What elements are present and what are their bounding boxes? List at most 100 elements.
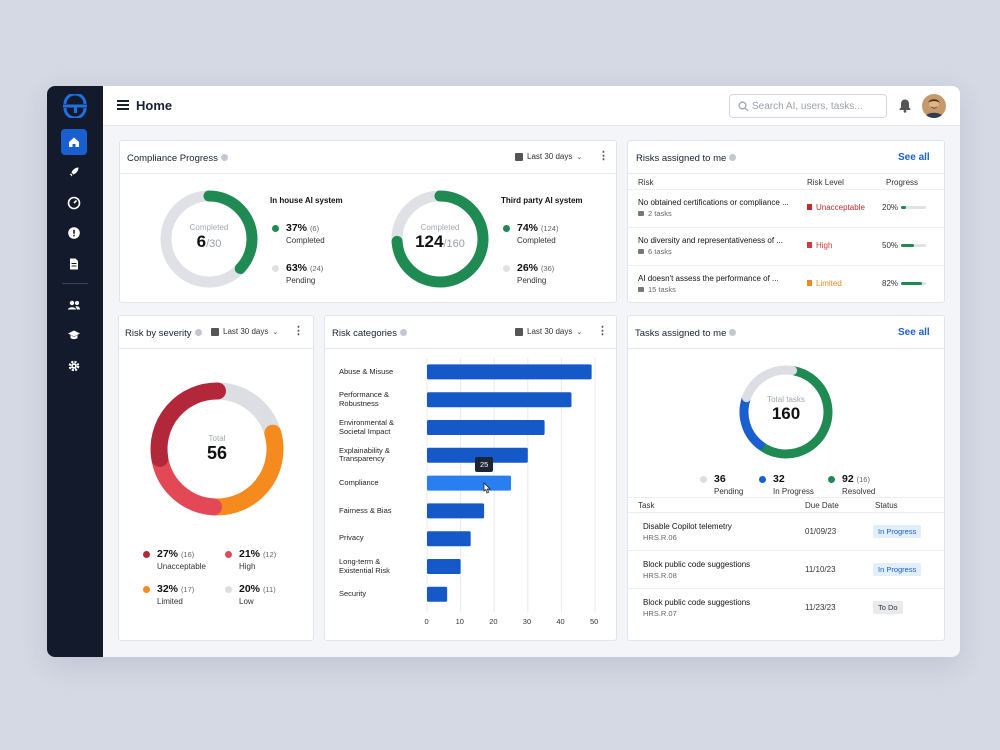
- flag-icon: [807, 280, 812, 286]
- info-icon[interactable]: [220, 154, 228, 161]
- progress-value: 20%: [882, 203, 899, 212]
- risk-level: Limited: [807, 279, 842, 288]
- risk-level: High: [807, 241, 832, 250]
- compliance-donut-thirdparty: [391, 190, 489, 288]
- donut-center: Completed 124/160: [415, 223, 465, 251]
- card-divider: [628, 348, 944, 349]
- more-options-icon[interactable]: ⋮: [598, 150, 609, 162]
- donut-segment-high[interactable]: [151, 452, 222, 516]
- date-range-dropdown[interactable]: Last 30 days ⌄: [515, 327, 582, 336]
- avatar[interactable]: [922, 94, 946, 118]
- more-options-icon[interactable]: ⋮: [597, 325, 608, 337]
- task-count: 6 tasks: [638, 247, 672, 256]
- bar[interactable]: [427, 531, 471, 547]
- alert-icon: [68, 227, 80, 239]
- info-icon[interactable]: [729, 154, 737, 161]
- info-icon[interactable]: [194, 329, 202, 336]
- sidebar-item-home[interactable]: [61, 129, 87, 155]
- bar-tooltip: 25: [475, 456, 494, 472]
- sidebar-item-dashboard[interactable]: [61, 190, 87, 216]
- column-header[interactable]: Due Date: [805, 501, 839, 510]
- menu-icon[interactable]: [117, 100, 129, 110]
- column-header[interactable]: Risk: [638, 178, 654, 187]
- see-all-tasks-link[interactable]: See all: [898, 327, 930, 338]
- donut-segment-in-progress[interactable]: [739, 394, 765, 450]
- x-tick-label: 20: [489, 617, 498, 627]
- due-date: 11/23/23: [805, 603, 836, 612]
- completed-arc: [160, 190, 258, 288]
- bar[interactable]: [427, 392, 572, 408]
- bar[interactable]: [427, 447, 528, 463]
- progress-bar: [901, 206, 926, 209]
- rocket-icon: [69, 167, 79, 177]
- x-tick-label: 10: [455, 617, 464, 627]
- card-title: Tasks assigned to me: [635, 328, 737, 339]
- card-divider: [628, 173, 944, 174]
- sidebar: [47, 86, 103, 657]
- donut-segment-pending[interactable]: [742, 365, 798, 403]
- column-header[interactable]: Task: [638, 501, 655, 510]
- task-id: HRS.R.06: [643, 533, 677, 542]
- risk-name: No diversity and representativeness of .…: [638, 236, 783, 245]
- users-icon: [68, 300, 80, 310]
- x-tick-label: 50: [590, 617, 599, 627]
- flag-icon: [807, 204, 812, 210]
- search-placeholder: Search AI, users, tasks...: [752, 101, 863, 112]
- donut-segment-resolved[interactable]: [756, 366, 833, 459]
- bar[interactable]: [427, 586, 448, 602]
- progress-fill: [901, 282, 922, 285]
- sidebar-item-documents[interactable]: [61, 251, 87, 277]
- info-icon[interactable]: [729, 329, 737, 336]
- folder-icon: [638, 211, 644, 216]
- bar[interactable]: [427, 559, 461, 574]
- bell-icon[interactable]: [898, 98, 912, 113]
- category-label: Abuse & Misuse: [339, 366, 394, 376]
- calendar-icon: [211, 327, 219, 336]
- category-label: Fairness & Bias: [339, 505, 392, 515]
- status-badge: In Progress: [873, 525, 922, 538]
- system-title: In house AI system: [270, 196, 343, 205]
- sidebar-item-settings[interactable]: [61, 353, 87, 379]
- sidebar-item-training[interactable]: [61, 322, 87, 348]
- progress-value: 82%: [882, 279, 899, 288]
- severity-donut: [150, 382, 284, 516]
- donut-segment-low[interactable]: [212, 382, 281, 439]
- progress-value: 50%: [882, 241, 899, 250]
- column-header[interactable]: Progress: [886, 178, 919, 187]
- donut-segment-limited[interactable]: [207, 424, 284, 516]
- category-label: Long-term & Existential Risk: [339, 557, 390, 575]
- bar[interactable]: [427, 420, 545, 435]
- more-options-icon[interactable]: ⋮: [293, 325, 304, 337]
- task-name: Disable Copilot telemetry: [643, 522, 732, 531]
- completed-arc: [391, 190, 489, 288]
- graduation-icon: [68, 330, 80, 340]
- sidebar-item-deployments[interactable]: [61, 159, 87, 185]
- calendar-icon: [515, 327, 523, 336]
- chevron-down-icon: ⌄: [272, 328, 279, 336]
- category-label: Compliance: [339, 477, 379, 487]
- progress-fill: [901, 206, 906, 209]
- donut-segment-unacceptable[interactable]: [150, 382, 227, 467]
- sidebar-item-users[interactable]: [61, 292, 87, 318]
- compliance-donut-inhouse: [160, 190, 258, 288]
- column-header[interactable]: Status: [875, 501, 898, 510]
- card-title: Risks assigned to me: [636, 153, 737, 164]
- x-tick-label: 0: [424, 617, 429, 627]
- search-input[interactable]: Search AI, users, tasks...: [729, 94, 887, 118]
- search-icon: [738, 101, 749, 112]
- date-range-dropdown[interactable]: Last 30 days ⌄: [515, 152, 582, 161]
- x-tick-label: 30: [522, 617, 532, 627]
- date-range-dropdown[interactable]: Last 30 days ⌄: [211, 327, 278, 336]
- bar[interactable]: [427, 364, 592, 380]
- category-label: Security: [339, 589, 367, 599]
- info-icon[interactable]: [399, 329, 407, 336]
- pointer-cursor-icon: [483, 481, 491, 494]
- sidebar-item-alerts[interactable]: [61, 220, 87, 246]
- bar[interactable]: [427, 475, 511, 491]
- see-all-risks-link[interactable]: See all: [898, 152, 930, 163]
- bar[interactable]: [427, 503, 485, 519]
- column-header[interactable]: Risk Level: [807, 178, 844, 187]
- x-tick-label: 40: [556, 617, 565, 627]
- compliance-progress-card: Compliance Progress Last 30 days ⌄ ⋮ Comp…: [119, 140, 617, 303]
- category-label: Environmental & Societal Impact: [339, 418, 395, 436]
